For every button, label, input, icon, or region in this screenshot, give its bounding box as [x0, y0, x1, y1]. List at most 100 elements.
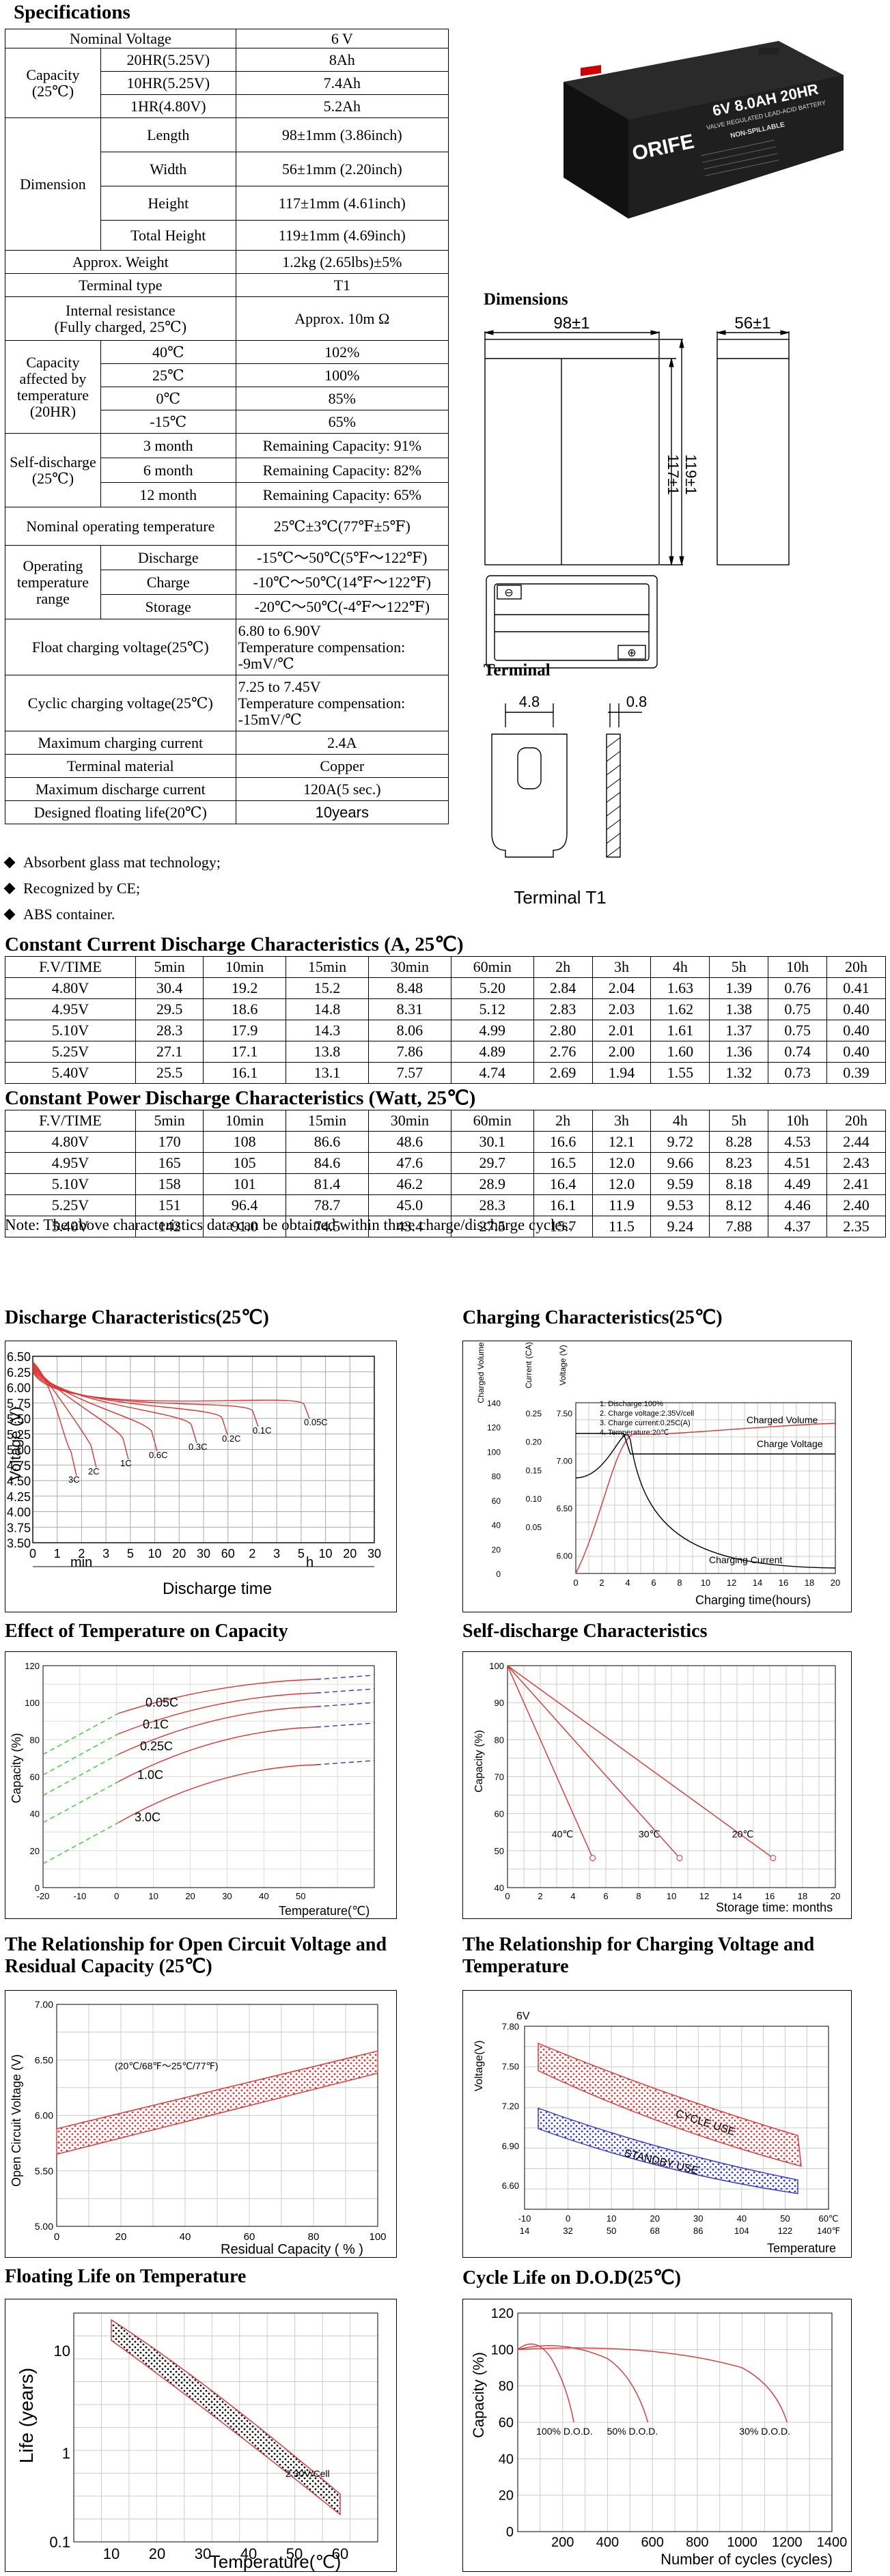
- y-axis-label: Voltage (V): [7, 1407, 24, 1481]
- temp-capacity-svg: Capacity (%) Temperature(℃) 120100806040…: [10, 1661, 375, 1918]
- table-cell: 29.7: [450, 1152, 534, 1174]
- y-tick-label: 6.00: [557, 1551, 573, 1560]
- series-line: [32, 1362, 97, 1468]
- self-discharge-svg: Capacity (%) Storage time: months 100908…: [473, 1661, 840, 1914]
- table-cell: 2.80: [533, 1020, 593, 1041]
- x-tick-label: 100: [369, 2231, 386, 2243]
- series-label: Charged Volume: [747, 1414, 818, 1425]
- y-tick-label: 60: [30, 1772, 40, 1782]
- spec-sublabel: 40℃: [100, 340, 236, 364]
- table-cell: 12.1: [592, 1131, 652, 1153]
- table-cell: 2.83: [533, 998, 593, 1020]
- spec-value: 120A(5 sec.): [235, 777, 449, 801]
- table-cell: 2h: [533, 956, 593, 978]
- table-cell: 170: [135, 1131, 204, 1153]
- x-tick-label: 20: [185, 1891, 195, 1901]
- x-tick-label: 4: [625, 1578, 630, 1588]
- spec-sublabel: Height: [100, 186, 236, 221]
- spec-value: -15℃～50℃(5℉～122℉): [235, 545, 449, 570]
- y-tick-label: 7.50: [502, 2061, 519, 2071]
- x-tick-label: 16: [779, 1578, 788, 1588]
- table-cell: 0.40: [826, 1041, 886, 1063]
- series-line: [117, 1679, 317, 1714]
- cycle-life-chart: Capacity (%) Number of cycles (cycles) 1…: [462, 2299, 852, 2572]
- table-cell: 10h: [768, 956, 828, 978]
- x-tick-label: 12: [727, 1578, 736, 1588]
- table-cell: 5.10V: [5, 1173, 136, 1195]
- diamond-bullet-icon: [3, 856, 16, 869]
- spec-value: 65%: [235, 410, 449, 434]
- table-cell: 12.0: [592, 1152, 652, 1174]
- x-tick-label: 140℉: [817, 2226, 840, 2236]
- band-label: (20℃/68℉～25℃/77℉): [115, 2060, 218, 2071]
- table-cell: 46.2: [367, 1173, 451, 1195]
- y-tick-label: 120: [487, 1423, 501, 1433]
- x-tick-label: 200: [551, 2535, 574, 2550]
- spec-value: 100%: [235, 363, 449, 387]
- y-tick-label: 7.50: [557, 1409, 573, 1418]
- table-cell: 9.59: [650, 1173, 710, 1195]
- table-cell: 1.55: [650, 1062, 710, 1084]
- x-tick-label: 40: [259, 1891, 268, 1901]
- y-axis-label: Voltage(V): [473, 2041, 485, 2092]
- table-cell: 158: [135, 1173, 204, 1195]
- y-tick-label: 0.1: [49, 2534, 70, 2551]
- series-line: [316, 1688, 375, 1694]
- x-tick-label: 1200: [772, 2535, 803, 2550]
- table-cell: 165: [135, 1152, 204, 1174]
- table-cell: F.V/TIME: [5, 956, 136, 978]
- table-cell: 16.1: [203, 1062, 287, 1084]
- x-tick-label: 1000: [727, 2535, 757, 2550]
- table-cell: 96.4: [203, 1194, 287, 1216]
- table-cell: 8.12: [709, 1194, 769, 1216]
- table-cell: 5.25V: [5, 1041, 136, 1063]
- table-cell: 5.20: [450, 977, 534, 999]
- x-tick-label: 50: [607, 2226, 616, 2236]
- x-tick-label: 3: [273, 1547, 280, 1560]
- dim-width-label: 56±1: [734, 314, 770, 333]
- x-tick-label: 60: [244, 2231, 255, 2243]
- table-cell: 19.2: [203, 977, 287, 999]
- table-cell: 151: [135, 1194, 204, 1216]
- x-tick-label: 60℃: [818, 2213, 838, 2224]
- table-cell: 18.6: [203, 998, 287, 1020]
- dim-total-height-label: 119±1: [682, 454, 699, 494]
- table-cell: 8.18: [709, 1173, 769, 1195]
- x-axis-label: Number of cycles (cycles): [660, 2551, 833, 2568]
- chart-title: Effect of Temperature on Capacity: [5, 1621, 288, 1642]
- minus-terminal-icon: ⊖: [504, 587, 513, 599]
- table-cell: 7.57: [367, 1062, 451, 1084]
- spec-value: 25℃±3℃(77℉±5℉): [235, 507, 449, 546]
- chart-title: Charging Characteristics(25℃): [462, 1307, 723, 1328]
- x-tick-label: 2: [78, 1547, 85, 1560]
- table-cell: 17.1: [203, 1041, 287, 1063]
- chart-title: Cycle Life on D.O.D(25℃): [462, 2267, 681, 2288]
- series-line: [507, 1665, 594, 1858]
- x-tick-label: 5: [298, 1547, 305, 1560]
- table-cell: 20h: [826, 956, 886, 978]
- table-cell: 9.24: [650, 1216, 710, 1237]
- table-cell: 2.35: [826, 1216, 886, 1237]
- band-area: [111, 2319, 341, 2516]
- y-tick-label: 0.25: [526, 1409, 542, 1418]
- series-line: [316, 1675, 375, 1680]
- x-tick-label: 14: [732, 1891, 742, 1901]
- note-text: Note: The above characteristics data can…: [5, 1216, 572, 1233]
- table-cell: 5.10V: [5, 1020, 136, 1041]
- spec-value: 6 V: [235, 29, 449, 48]
- series-label: 3.0C: [135, 1810, 161, 1824]
- plot-frame: [73, 2312, 378, 2543]
- charge-voltage-temp-chart: Voltage(V) 6V Temperature 7.80 7.50 7.20 6.…: [462, 1990, 852, 2258]
- x-axis-label: Temperature(℃): [210, 2551, 341, 2572]
- table-cell: 10min: [203, 956, 287, 978]
- x-tick-label: 50: [296, 1891, 305, 1901]
- table-cell: 2.69: [533, 1062, 593, 1084]
- table-cell: 5min: [135, 1110, 204, 1132]
- spec-sublabel: Total Height: [100, 220, 236, 251]
- spec-sublabel: 20HR(5.25V): [100, 48, 236, 72]
- table-cell: 91.0: [203, 1216, 287, 1237]
- spec-value: Copper: [235, 754, 449, 778]
- series-label: 0.05C: [145, 1696, 178, 1709]
- bullet-text: ABS container.: [23, 906, 115, 923]
- axis-head: Current (CA): [524, 1342, 533, 1388]
